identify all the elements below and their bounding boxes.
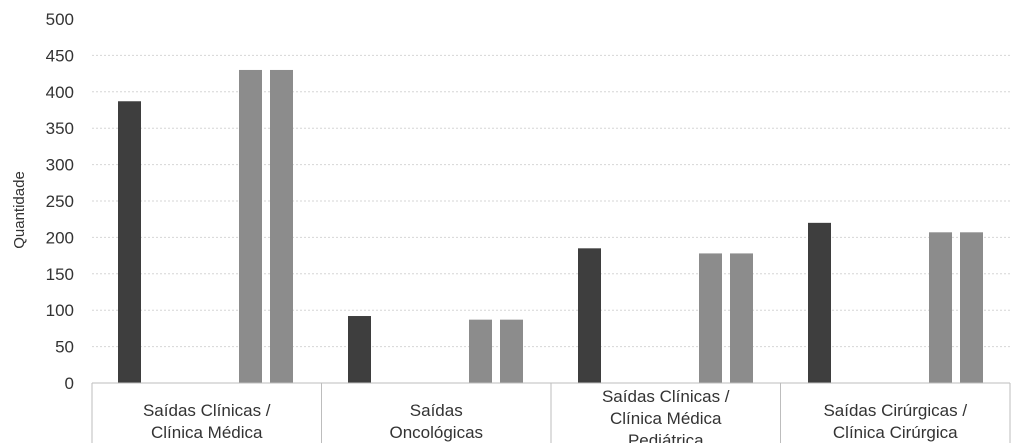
y-tick-label: 100 — [46, 301, 74, 320]
bar-series-2 — [929, 232, 952, 383]
y-axis-label: Quantidade — [11, 171, 28, 249]
bar-series-1 — [348, 316, 371, 383]
bar-series-3 — [960, 232, 983, 383]
category-label: Clínica Cirúrgica — [833, 423, 958, 442]
bar-series-2 — [239, 69, 262, 384]
y-axis-ticks: 0 50 100 150 200 250 300 350 400 450 500 — [46, 10, 74, 393]
category-label: Pediátrica — [628, 431, 704, 443]
category-label: Saídas Clínicas / — [143, 401, 271, 420]
bar-series-2 — [699, 253, 722, 383]
category-axis: Saídas Clínicas / Clínica Médica Saídas Onc… — [91, 382, 1011, 443]
bar-series-2 — [469, 319, 492, 383]
y-tick-label: 350 — [46, 119, 74, 138]
bars — [118, 69, 983, 384]
bar-series-3 — [270, 69, 293, 384]
bar-series-1 — [808, 222, 831, 383]
y-tick-label: 250 — [46, 192, 74, 211]
bar-series-1 — [118, 101, 141, 383]
gridlines — [92, 54, 1010, 348]
y-tick-label: 0 — [65, 374, 74, 393]
y-tick-label: 200 — [46, 228, 74, 247]
y-tick-label: 500 — [46, 10, 74, 29]
category-label: Clínica Médica — [151, 423, 263, 442]
bar-series-1 — [578, 248, 601, 383]
y-tick-label: 150 — [46, 265, 74, 284]
bar-series-3 — [500, 319, 523, 383]
category-label: Clínica Médica — [610, 409, 722, 428]
category-label: Saídas Clínicas / — [602, 387, 730, 406]
category-label: Oncológicas — [389, 423, 483, 442]
bar-series-3 — [730, 253, 753, 383]
category-label: Saídas Cirúrgicas / — [823, 401, 967, 420]
y-tick-label: 400 — [46, 83, 74, 102]
category-label: Saídas — [410, 401, 463, 420]
y-tick-label: 300 — [46, 156, 74, 175]
y-tick-label: 50 — [55, 338, 74, 357]
y-tick-label: 450 — [46, 46, 74, 65]
